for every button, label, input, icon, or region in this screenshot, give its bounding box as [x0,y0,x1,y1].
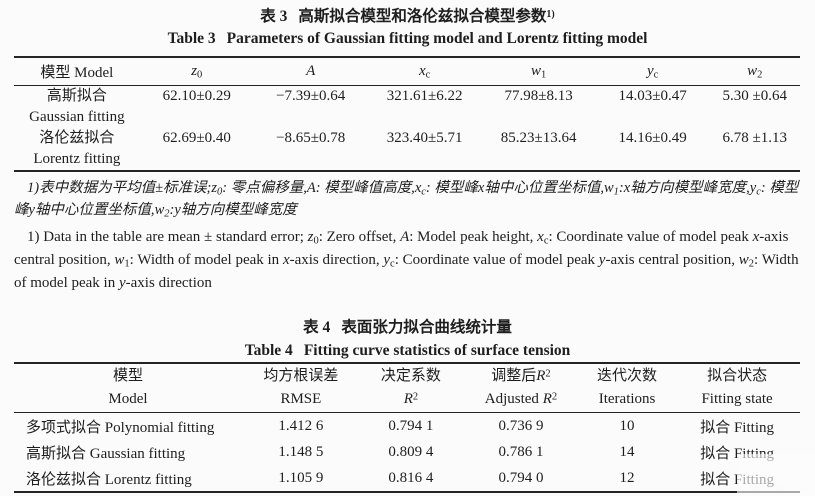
table4-title-cn-text: 表面张力拟合曲线统计量 [341,319,512,336]
cell-r2: 0.816 4 [388,469,434,486]
table3-footnote-cn: 1)表中数据为平均值±标准误;z0: 零点偏移量,A: 模型峰值高度,xc: 模… [14,180,799,219]
model-name-en: Lorentz fitting [33,151,121,167]
cell-adjusted-r2: 0.786 1 [498,443,544,460]
corner-artifact-overlay [737,454,815,496]
header-cn: 调整后R2 [491,368,551,384]
header-cn: 迭代次数 [597,368,658,384]
table4-header-iterations: 迭代次数 Iterations [580,363,674,413]
table3-label-en: Table 3 [167,30,216,47]
table4-header-row: 模型 Model 均方根误差 RMSE 决定系数 R2 调整后R2 Adjust… [14,363,800,413]
table3-header-w2: w2 [747,63,763,81]
table-row-gaussian: 高斯拟合 Gaussian fitting 62.10±0.29 −7.39±0… [14,86,800,129]
cell-xc: 321.61±6.22 [386,88,463,104]
table3-footnote-en: 1) Data in the table are mean ± standard… [14,229,799,291]
table3-header-row: 模型 Model z0 A xc w1 yc w2 [14,57,800,86]
header-en: Fitting state [701,391,773,407]
header-en: Model [108,391,148,407]
header-cn: 决定系数 [380,368,441,384]
header-cn: 均方根误差 [263,368,339,384]
table3-header-z0: z0 [191,63,203,81]
header-cn: 拟合状态 [707,368,768,384]
table-row-polynomial: 多项式拟合 Polynomial fitting 1.412 6 0.794 1… [14,413,800,440]
table3-header-A: A [306,63,316,79]
model-cell: 洛伦兹拟合 Lorentz fitting [14,128,140,171]
model-name-en: Gaussian fitting [29,109,125,125]
model-name-cn: 洛伦兹拟合 [39,130,115,146]
table3-title-cn-text: 高斯拟合模型和洛伦兹拟合模型参数 [298,8,547,25]
cell-xc: 323.40±5.71 [386,130,463,146]
model-cell: 高斯拟合 Gaussian fitting [26,445,186,462]
cell-A: −8.65±0.78 [276,130,346,146]
model-cell: 高斯拟合 Gaussian fitting [14,86,140,129]
cell-w2: 6.78 ±1.13 [722,130,788,146]
artifact-dash [749,486,759,491]
model-name-cn: 高斯拟合 [46,88,107,104]
cell-fitting-state: 拟合 Fitting [700,419,774,436]
table3: 模型 Model z0 A xc w1 yc w2 高斯拟合 Gaussian … [14,56,800,172]
table4-title-en-text: Fitting curve statistics of surface tens… [303,342,571,359]
artifact-dash [774,486,783,491]
header-en: Adjusted R2 [484,391,558,407]
table3-footnote-ref: 1) [546,9,555,20]
table4-label-cn: 表 4 [303,319,331,336]
model-cell: 洛伦兹拟合 Lorentz fitting [26,471,192,488]
table4-header-fitting-state: 拟合状态 Fitting state [674,363,800,413]
cell-r2: 0.794 1 [388,417,434,434]
cell-rmse: 1.148 5 [278,443,324,460]
cell-iterations: 12 [619,469,635,486]
table3-label-cn: 表 3 [260,8,288,25]
cell-rmse: 1.105 9 [278,469,324,486]
table4: 模型 Model 均方根误差 RMSE 决定系数 R2 调整后R2 Adjust… [14,362,800,493]
table4-header-rmse: 均方根误差 RMSE [242,363,360,413]
table3-title-en: Table 3 Parameters of Gaussian fitting mo… [0,27,815,51]
cell-r2: 0.809 4 [388,443,434,460]
table3-header-model: 模型 Model [40,65,114,81]
cell-w1: 77.98±8.13 [504,88,573,104]
table-row-gaussian: 高斯拟合 Gaussian fitting 1.148 5 0.809 4 0.… [14,439,800,465]
header-cn: 模型 [112,368,143,384]
cell-iterations: 14 [619,443,635,460]
table3-header-xc: xc [419,63,431,81]
model-cell: 多项式拟合 Polynomial fitting [26,419,215,436]
table3-header-w1: w1 [531,63,547,81]
table-row-lorentz: 洛伦兹拟合 Lorentz fitting 62.69±0.40 −8.65±0… [14,128,800,171]
table4-title-cn: 表 4 表面张力拟合曲线统计量 [0,317,815,339]
cell-adjusted-r2: 0.736 9 [498,417,544,434]
table3-header-yc: yc [646,63,659,81]
cell-yc: 14.16±0.49 [618,130,687,146]
header-en: RMSE [280,391,322,407]
table4-label-en: Table 4 [244,342,293,359]
cell-yc: 14.03±0.47 [618,88,687,104]
table4-header-model: 模型 Model [14,363,242,413]
table4-header-adjusted-r2: 调整后R2 Adjusted R2 [462,363,580,413]
table3-title-cn: 表 3 高斯拟合模型和洛伦兹拟合模型参数1) [0,0,815,27]
table4-header-r2: 决定系数 R2 [360,363,462,413]
cell-iterations: 10 [619,417,635,434]
cell-z0: 62.69±0.40 [162,130,231,146]
cell-w2: 5.30 ±0.64 [722,88,788,104]
table3-title-en-text: Parameters of Gaussian fitting model and… [226,30,648,47]
cell-adjusted-r2: 0.794 0 [498,469,544,486]
table4-title-en: Table 4 Fitting curve statistics of surfa… [0,339,815,362]
header-en: Iterations [598,391,656,407]
cell-rmse: 1.412 6 [278,417,324,434]
cell-w1: 85.23±13.64 [500,130,577,146]
table-row-lorentz: 洛伦兹拟合 Lorentz fitting 1.105 9 0.816 4 0.… [14,465,800,492]
cell-z0: 62.10±0.29 [162,88,231,104]
artifact-dash [796,486,805,491]
cell-A: −7.39±0.64 [276,88,346,104]
header-en: R2 [403,391,419,407]
